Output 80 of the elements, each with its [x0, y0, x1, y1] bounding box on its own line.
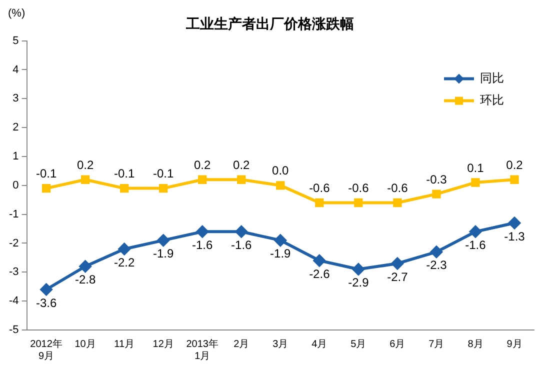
data-label: 0.0 — [272, 164, 290, 178]
data-label: -1.3 — [504, 229, 526, 244]
point — [391, 257, 404, 270]
x-tick-label: 10月 — [74, 338, 96, 350]
point — [469, 226, 482, 238]
point — [352, 263, 364, 276]
x-tick-label: 6月 — [390, 338, 406, 350]
point — [432, 190, 441, 198]
point — [198, 175, 207, 184]
point — [510, 175, 519, 184]
data-label: -0.1 — [152, 166, 174, 181]
data-label: -3.6 — [36, 296, 57, 310]
data-label: -0.6 — [387, 181, 408, 196]
y-tick-label: 4 — [12, 64, 19, 76]
point — [118, 243, 130, 256]
point — [40, 284, 52, 296]
y-tick-label: -2 — [9, 237, 19, 250]
y-tick-label: 1 — [12, 150, 19, 163]
x-tick-label: 7月 — [428, 338, 444, 350]
data-label: -1.6 — [231, 238, 252, 252]
data-label: -0.1 — [114, 166, 135, 181]
x-tick-label: 12月 — [152, 338, 174, 350]
data-label: -0.1 — [36, 166, 57, 181]
point — [276, 181, 285, 190]
data-label: -0.6 — [309, 181, 330, 196]
point — [393, 198, 402, 208]
y-axis-title: (%) — [8, 8, 26, 20]
point — [235, 226, 248, 238]
data-label: -2.6 — [309, 266, 330, 281]
point — [120, 184, 129, 193]
y-tick-label: 0 — [12, 179, 19, 192]
data-label: -1.9 — [270, 246, 292, 261]
data-label: -0.3 — [426, 172, 448, 186]
y-tick-label: -3 — [9, 266, 19, 278]
x-tick-label: 2012年 9月 — [30, 338, 62, 362]
y-tick-label: 2 — [12, 122, 19, 134]
data-label: 0.2 — [506, 158, 524, 172]
x-tick-label: 9月 — [506, 338, 522, 350]
data-label: -2.2 — [114, 255, 135, 270]
point — [354, 198, 363, 208]
y-tick-label: -1 — [9, 208, 19, 220]
data-label: -2.9 — [348, 276, 370, 290]
y-tick-label: -5 — [9, 324, 19, 336]
data-label: -1.6 — [465, 238, 486, 252]
point — [79, 260, 92, 272]
data-label: -1.9 — [152, 246, 174, 261]
x-tick-label: 5月 — [350, 338, 366, 350]
data-label: 0.2 — [76, 158, 94, 172]
point — [42, 184, 51, 193]
point — [80, 175, 90, 184]
x-tick-label: 8月 — [468, 338, 484, 350]
data-label: -2.7 — [387, 270, 408, 284]
point — [471, 178, 480, 187]
data-label: -2.3 — [426, 258, 448, 272]
point — [196, 226, 208, 238]
data-label: 0.1 — [467, 160, 484, 175]
point — [157, 234, 170, 246]
data-label: -2.8 — [74, 272, 96, 287]
point — [430, 246, 442, 258]
data-label: -1.6 — [192, 238, 214, 252]
data-label: -0.6 — [348, 181, 370, 196]
point — [274, 234, 286, 246]
legend-label: 同比 — [480, 71, 504, 86]
y-tick-label: 3 — [12, 92, 19, 105]
x-tick-label: 3月 — [272, 338, 288, 350]
point — [508, 216, 520, 229]
data-label: 0.2 — [233, 158, 250, 172]
legend-label: 环比 — [480, 93, 504, 108]
point — [315, 198, 324, 208]
x-tick-label: 2013年 1月 — [186, 338, 218, 362]
y-tick-label: 5 — [12, 34, 19, 47]
chart-title: 工业生产者出厂价格涨跌幅 — [185, 15, 354, 32]
x-tick-label: 11月 — [114, 338, 135, 350]
point — [237, 175, 246, 184]
point — [159, 184, 168, 193]
x-tick-label: 4月 — [312, 338, 328, 350]
x-tick-label: 2月 — [234, 338, 250, 350]
data-label: 0.2 — [194, 158, 212, 172]
y-tick-label: -4 — [9, 295, 19, 308]
point — [313, 254, 326, 267]
